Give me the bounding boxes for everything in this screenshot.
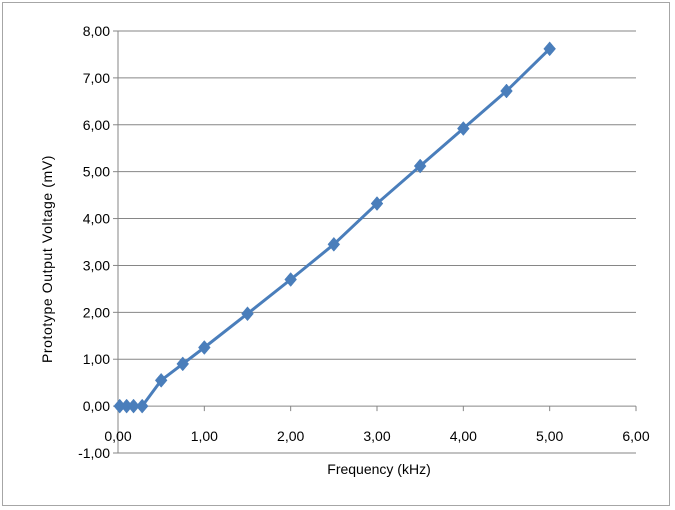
y-tick-label: 3,00	[83, 257, 110, 273]
x-tick-labels: 0,00 1,00 2,00 3,00 4,00 5,00 6,00	[104, 428, 649, 444]
y-tick-label: 6,00	[83, 117, 110, 133]
x-tick-label: 4,00	[450, 428, 477, 444]
data-point-marker	[413, 158, 427, 174]
chart-area	[2, 2, 670, 506]
x-tick-label: 0,00	[104, 428, 131, 444]
data-point-marker	[543, 41, 556, 57]
x-tick-label: 3,00	[363, 428, 390, 444]
data-point-marker	[176, 356, 190, 372]
data-point-marker	[241, 306, 254, 322]
y-tick-label: 2,00	[83, 304, 110, 320]
y-tick-label: 4,00	[83, 211, 110, 227]
data-series	[113, 41, 556, 414]
data-point-marker	[284, 272, 297, 287]
axes	[113, 30, 637, 454]
data-point-marker	[135, 398, 149, 414]
data-point-marker	[327, 236, 341, 252]
x-tick-label: 1,00	[191, 428, 218, 444]
y-tick-labels: -1,00 0,00 1,00 2,00 3,00 4,00 5,00 6,00 7,00 8,0…	[78, 23, 110, 461]
gridlines	[118, 30, 636, 454]
y-tick-label: 1,00	[83, 351, 110, 367]
x-tick-label: 2,00	[277, 428, 304, 444]
y-tick-label: 7,00	[83, 70, 110, 86]
y-tick-label: -1,00	[78, 445, 110, 461]
series-line	[119, 47, 551, 408]
data-point-marker	[198, 340, 211, 355]
x-axis-title: Frequency (kHz)	[327, 461, 430, 477]
data-point-marker	[154, 372, 168, 388]
data-point-marker	[457, 121, 470, 136]
y-tick-label: 8,00	[83, 23, 110, 39]
x-tick-label: 5,00	[536, 428, 563, 444]
y-tick-label: 0,00	[83, 398, 110, 414]
x-tick-label: 6,00	[622, 428, 649, 444]
data-point-marker	[370, 196, 384, 211]
y-axis-title: Prototype Output Voltage (mV)	[39, 155, 55, 363]
y-tick-label: 5,00	[83, 164, 110, 180]
data-point-marker	[127, 398, 140, 414]
data-point-marker	[500, 83, 513, 99]
